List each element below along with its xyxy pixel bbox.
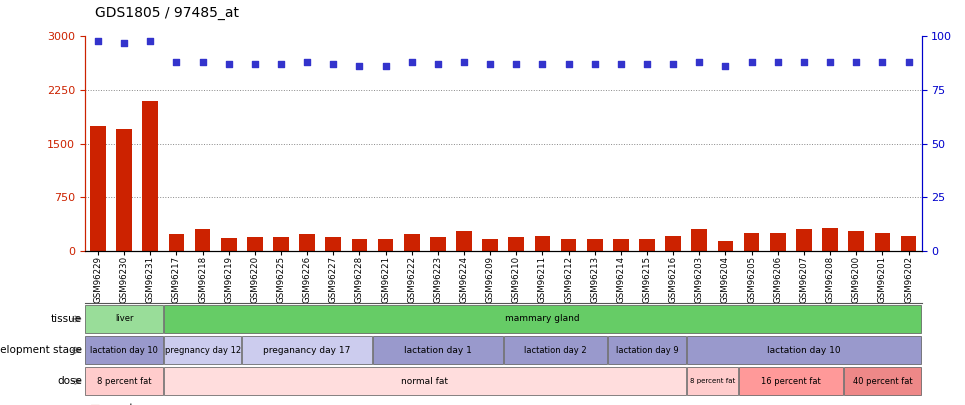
Bar [608,336,686,364]
Point [351,63,367,70]
Point [299,59,315,65]
Bar [744,233,759,251]
Point [770,59,786,65]
Point [744,59,759,65]
Text: preganancy day 17: preganancy day 17 [263,345,351,355]
Text: liver: liver [115,314,133,324]
Text: development stage: development stage [0,345,82,355]
Point [117,40,132,46]
Point [509,61,524,68]
Point [169,59,184,65]
Bar [86,336,163,364]
Point [143,38,158,44]
Text: lactation day 9: lactation day 9 [616,345,678,355]
Bar [86,305,163,333]
Point [456,59,472,65]
Text: ■: ■ [90,403,100,405]
Bar [325,237,342,251]
Bar [692,228,707,251]
Bar [430,237,446,251]
Bar [687,367,738,395]
Bar [665,237,681,251]
Text: lactation day 10: lactation day 10 [90,345,158,355]
Point [535,61,550,68]
Bar [373,336,503,364]
Point [91,38,106,44]
Text: tissue: tissue [51,314,82,324]
Bar [247,237,262,251]
Bar [404,234,420,251]
Bar [587,239,602,251]
Text: pregnancy day 12: pregnancy day 12 [164,345,240,355]
Bar [687,336,921,364]
Bar [639,239,655,251]
Text: 8 percent fat: 8 percent fat [690,378,735,384]
Point [482,61,498,68]
Text: normal fat: normal fat [401,377,449,386]
Point [325,61,341,68]
Bar [613,239,629,251]
Point [640,61,655,68]
Bar [169,234,184,251]
Bar [86,367,163,395]
Bar [299,234,315,251]
Bar [509,237,524,251]
Bar [843,367,921,395]
Point [822,59,838,65]
Point [587,61,602,68]
Text: mammary gland: mammary gland [505,314,580,324]
Point [404,59,420,65]
Bar [242,336,372,364]
Text: lactation day 2: lactation day 2 [524,345,587,355]
Bar [770,233,786,251]
Point [666,61,681,68]
Bar [117,129,132,251]
Bar [739,367,842,395]
Text: GDS1805 / 97485_at: GDS1805 / 97485_at [95,6,238,20]
Point [796,59,812,65]
Bar [900,237,917,251]
Point [874,59,890,65]
Point [900,59,916,65]
Bar [195,228,210,251]
Bar [874,233,890,251]
Point [430,61,446,68]
Text: lactation day 1: lactation day 1 [404,345,472,355]
Bar [351,239,368,251]
Bar [535,237,550,251]
Point [221,61,236,68]
Bar [848,231,864,251]
Text: dose: dose [57,376,82,386]
Bar [796,228,812,251]
Text: lactation day 10: lactation day 10 [767,345,841,355]
Point [718,63,733,70]
Point [195,59,210,65]
Point [378,63,394,70]
Text: 40 percent fat: 40 percent fat [852,377,912,386]
Point [561,61,576,68]
Bar [561,239,576,251]
Bar [90,126,106,251]
Bar [377,239,394,251]
Point [692,59,707,65]
Point [273,61,289,68]
Text: 16 percent fat: 16 percent fat [761,377,820,386]
Bar [456,231,472,251]
Text: 8 percent fat: 8 percent fat [96,377,152,386]
Bar [482,239,498,251]
Point [247,61,262,68]
Bar [221,238,236,251]
Bar [164,336,241,364]
Bar [143,101,158,251]
Point [848,59,864,65]
Bar [164,367,686,395]
Bar [273,237,289,251]
Bar [504,336,607,364]
Bar [718,241,733,251]
Point [613,61,628,68]
Text: count: count [104,403,134,405]
Bar [822,228,838,251]
